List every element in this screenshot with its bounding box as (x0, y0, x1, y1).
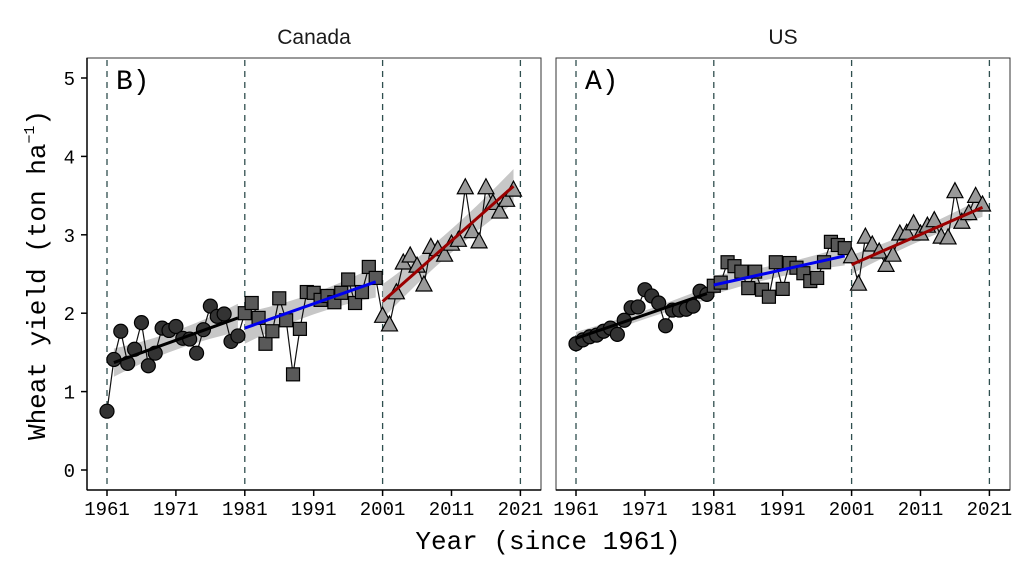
panel-tag-us: A) (585, 67, 619, 98)
x-tick-label-2021: 2021 (498, 499, 544, 521)
data-point-1989 (761, 289, 777, 304)
data-point-1971 (168, 318, 184, 335)
data-point-1986 (741, 281, 756, 296)
x-axis-title: Year (since 1961) (415, 527, 680, 557)
data-point-1996 (341, 272, 356, 287)
data-point-1967 (609, 326, 625, 342)
y-tick-label-5: 5 (64, 69, 75, 91)
data-point-2016 (476, 177, 495, 195)
data-point-1991 (775, 281, 790, 296)
data-point-1980 (230, 328, 246, 344)
data-point-1989 (292, 321, 308, 336)
data-point-2003 (856, 226, 875, 244)
y-tick-label-4: 4 (64, 147, 75, 169)
y-tick-label-2: 2 (64, 304, 75, 326)
data-point-1996 (810, 270, 825, 286)
x-tick-label-2011: 2011 (898, 499, 944, 521)
x-tick-label-1961: 1961 (84, 499, 130, 521)
y-axis-title-sup: −1 (22, 126, 39, 144)
data-point-2006 (877, 255, 896, 272)
data-point-1963 (113, 323, 129, 339)
data-point-2017 (952, 211, 971, 229)
data-point-1982 (244, 295, 259, 311)
data-point-2014 (463, 221, 482, 239)
x-tick-label-1961: 1961 (553, 499, 599, 521)
data-point-2013 (925, 210, 944, 228)
y-axis-title-close: ) (23, 110, 53, 126)
data-point-2013 (456, 177, 475, 195)
data-point-2005 (401, 245, 420, 263)
data-point-2007 (883, 244, 902, 262)
trend-line-period-1 (575, 292, 708, 340)
data-point-2001 (373, 306, 392, 323)
trend-line-period-3 (381, 185, 515, 303)
x-tick-label-2001: 2001 (829, 499, 875, 521)
x-tick-label-1971: 1971 (153, 499, 199, 521)
data-point-2019 (497, 190, 516, 207)
data-point-2019 (966, 186, 985, 203)
trend-line-period-2 (713, 254, 846, 287)
panel-canada: 1961 1971 1981 1991 2001 2011 2021 0 1 2 3 4 5 Canada… (64, 26, 544, 521)
strip-label-us: US (768, 26, 797, 49)
data-point-1986 (272, 291, 287, 306)
data-point-2000 (368, 270, 383, 286)
data-point-1966 (133, 315, 150, 331)
x-tick-label-2001: 2001 (360, 499, 406, 521)
data-point-1984 (258, 336, 273, 351)
y-axis-title-main: Wheat yield (ton ha (23, 144, 53, 440)
trend-line-period-3 (850, 205, 984, 266)
data-point-2002 (849, 273, 868, 291)
y-tick-label-0: 0 (64, 461, 75, 483)
x-tick-label-1991: 1991 (760, 499, 806, 521)
data-point-1985 (265, 324, 280, 339)
panel-us: 1961 1971 1981 1991 2001 2011 2021 US A) (553, 26, 1012, 521)
panel-tag-canada: B) (116, 67, 150, 98)
panel-background-layer (86, 57, 542, 491)
data-point-1985 (734, 264, 749, 279)
y-axis-title: Wheat yield (ton ha−1) (22, 110, 53, 440)
data-point-1970 (630, 299, 646, 315)
data-point-1978 (216, 306, 232, 322)
strip-label-canada: Canada (277, 26, 351, 49)
data-point-2010 (435, 244, 454, 262)
x-tick-label-1971: 1971 (622, 499, 668, 521)
x-tick-label-1981: 1981 (222, 499, 268, 521)
data-point-1974 (188, 345, 205, 361)
data-point-2018 (490, 201, 509, 219)
x-tick-label-2011: 2011 (429, 499, 475, 521)
data-point-1990 (768, 255, 783, 270)
x-tick-label-2021: 2021 (967, 499, 1013, 521)
data-point-2016 (945, 181, 964, 199)
data-point-2020 (973, 194, 992, 212)
y-tick-label-1: 1 (64, 383, 75, 405)
data-point-2007 (414, 274, 433, 292)
data-point-1988 (285, 367, 301, 382)
data-point-2015 (939, 227, 958, 245)
y-tick-label-3: 3 (64, 226, 75, 248)
x-tick-label-1991: 1991 (291, 499, 337, 521)
data-point-2001 (842, 246, 861, 264)
data-point-2010 (904, 213, 923, 231)
data-point-1967 (140, 358, 156, 374)
trend-line-period-2 (244, 280, 377, 330)
data-point-1974 (657, 318, 674, 334)
x-tick-label-1981: 1981 (691, 499, 737, 521)
data-point-1961 (99, 403, 115, 419)
trend-line-period-1 (113, 316, 239, 365)
panel-border-canada (86, 57, 542, 491)
data-point-2015 (470, 231, 489, 249)
data-point-2002 (380, 314, 399, 332)
